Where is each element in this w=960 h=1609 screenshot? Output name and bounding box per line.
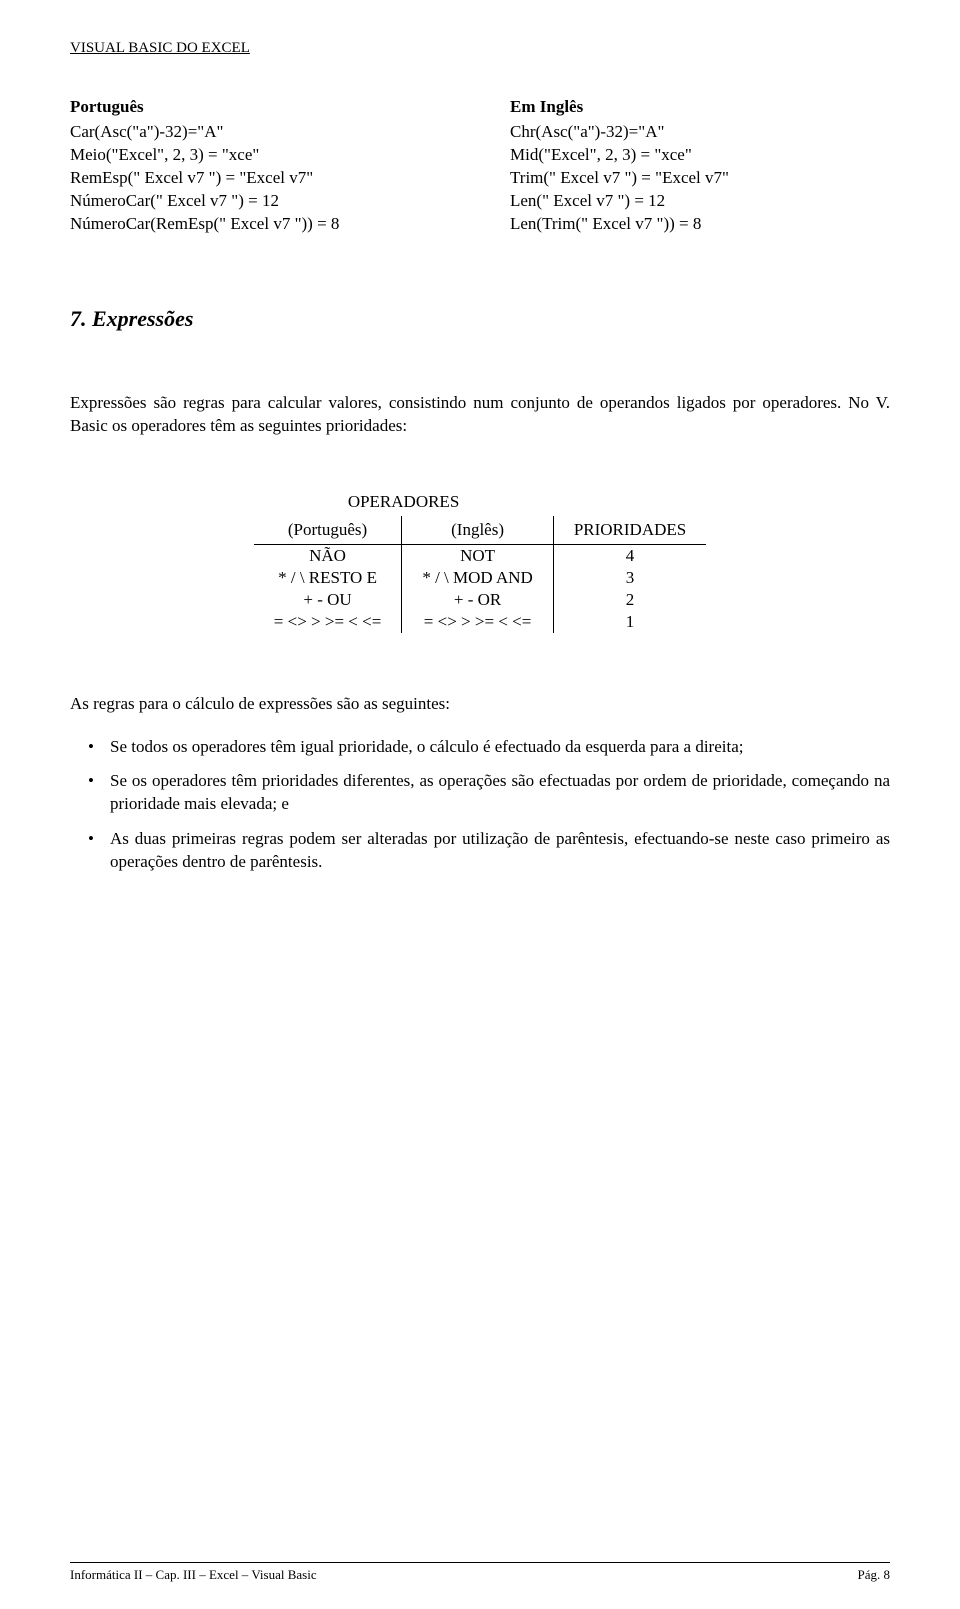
right-line: Mid("Excel", 2, 3) = "xce" xyxy=(510,144,890,167)
right-column-heading: Em Inglês xyxy=(510,97,890,117)
operators-table-wrap: OPERADORES (Português) (Inglês) PRIORIDA… xyxy=(70,488,890,633)
section-intro: Expressões são regras para calcular valo… xyxy=(70,392,890,438)
table-row: = <> > >= < <= = <> > >= < <= 1 xyxy=(254,611,706,633)
right-line: Len(Trim(" Excel v7 ")) = 8 xyxy=(510,213,890,236)
list-item: Se todos os operadores têm igual priorid… xyxy=(88,736,890,759)
left-line: NúmeroCar(RemEsp(" Excel v7 ")) = 8 xyxy=(70,213,450,236)
table-cell: 4 xyxy=(553,544,706,567)
footer-right: Pág. 8 xyxy=(858,1567,891,1583)
table-cell: = <> > >= < <= xyxy=(254,611,402,633)
table-cell: + - OR xyxy=(402,589,554,611)
left-line: NúmeroCar(" Excel v7 ") = 12 xyxy=(70,190,450,213)
table-row: * / \ RESTO E * / \ MOD AND 3 xyxy=(254,567,706,589)
right-line: Chr(Asc("a")-32)="A" xyxy=(510,121,890,144)
rules-list: Se todos os operadores têm igual priorid… xyxy=(88,736,890,875)
table-col-header: PRIORIDADES xyxy=(553,516,706,545)
page-header: VISUAL BASIC DO EXCEL xyxy=(70,40,890,57)
table-top-header-row: OPERADORES xyxy=(254,488,706,516)
left-column: Português Car(Asc("a")-32)="A" Meio("Exc… xyxy=(70,97,450,236)
table-row: NÃO NOT 4 xyxy=(254,544,706,567)
table-cell: * / \ RESTO E xyxy=(254,567,402,589)
table-cell: + - OU xyxy=(254,589,402,611)
table-col-header: (Inglês) xyxy=(402,516,554,545)
table-header-row: (Português) (Inglês) PRIORIDADES xyxy=(254,516,706,545)
list-item: Se os operadores têm prioridades diferen… xyxy=(88,770,890,816)
page-footer: Informática II – Cap. III – Excel – Visu… xyxy=(70,1562,890,1583)
list-item: As duas primeiras regras podem ser alter… xyxy=(88,828,890,874)
rules-intro: As regras para o cálculo de expressões s… xyxy=(70,693,890,716)
page: VISUAL BASIC DO EXCEL Português Car(Asc(… xyxy=(0,0,960,1609)
table-cell: NOT xyxy=(402,544,554,567)
right-column: Em Inglês Chr(Asc("a")-32)="A" Mid("Exce… xyxy=(510,97,890,236)
footer-left: Informática II – Cap. III – Excel – Visu… xyxy=(70,1567,317,1583)
operators-table: OPERADORES (Português) (Inglês) PRIORIDA… xyxy=(254,488,706,633)
table-cell: NÃO xyxy=(254,544,402,567)
table-cell: 2 xyxy=(553,589,706,611)
table-cell: 3 xyxy=(553,567,706,589)
right-line: Trim(" Excel v7 ") = "Excel v7" xyxy=(510,167,890,190)
table-top-header: OPERADORES xyxy=(254,488,554,516)
table-cell: = <> > >= < <= xyxy=(402,611,554,633)
left-line: Car(Asc("a")-32)="A" xyxy=(70,121,450,144)
table-cell: 1 xyxy=(553,611,706,633)
table-row: + - OU + - OR 2 xyxy=(254,589,706,611)
left-line: RemEsp(" Excel v7 ") = "Excel v7" xyxy=(70,167,450,190)
section-title: 7. Expressões xyxy=(70,306,890,332)
left-line: Meio("Excel", 2, 3) = "xce" xyxy=(70,144,450,167)
right-line: Len(" Excel v7 ") = 12 xyxy=(510,190,890,213)
table-empty-header xyxy=(553,488,706,516)
code-comparison: Português Car(Asc("a")-32)="A" Meio("Exc… xyxy=(70,97,890,236)
table-col-header: (Português) xyxy=(254,516,402,545)
table-cell: * / \ MOD AND xyxy=(402,567,554,589)
left-column-heading: Português xyxy=(70,97,450,117)
